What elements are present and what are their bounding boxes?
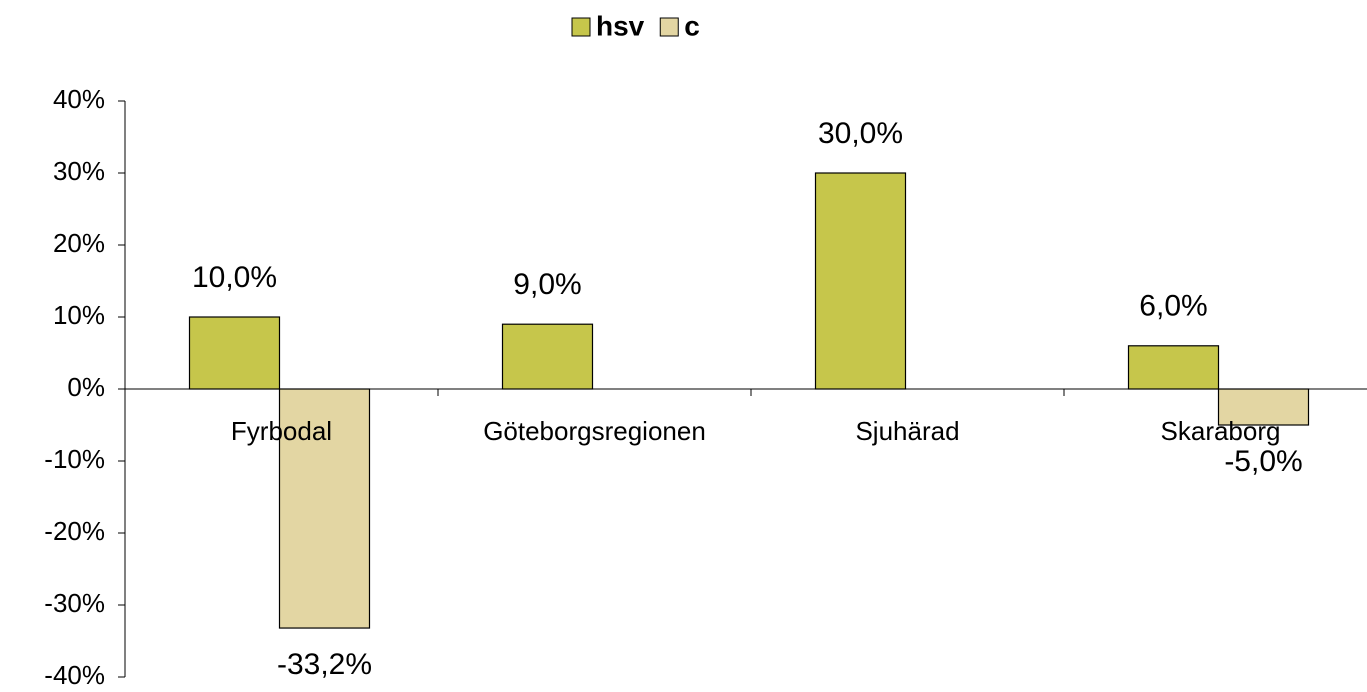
x-tick-label: Sjuhärad bbox=[855, 416, 959, 446]
y-tick-label: -10% bbox=[44, 444, 105, 474]
x-tick-label: Skaraborg bbox=[1161, 416, 1281, 446]
data-label: 9,0% bbox=[513, 268, 581, 301]
x-tick-label: Göteborgsregionen bbox=[483, 416, 706, 446]
legend-swatch bbox=[571, 17, 591, 37]
legend-label: c bbox=[684, 10, 700, 41]
data-label: -33,2% bbox=[277, 648, 372, 681]
bar bbox=[814, 172, 907, 390]
x-tick-label: Fyrbodal bbox=[231, 416, 332, 446]
y-tick-label: 30% bbox=[53, 156, 105, 186]
legend-swatch bbox=[659, 17, 679, 37]
y-tick-label: -40% bbox=[44, 660, 105, 690]
y-tick-label: 10% bbox=[53, 300, 105, 330]
data-label: 30,0% bbox=[818, 117, 903, 150]
bar bbox=[501, 323, 594, 390]
y-tick-label: 40% bbox=[53, 84, 105, 114]
data-label: -5,0% bbox=[1224, 445, 1302, 478]
y-tick-label: -20% bbox=[44, 516, 105, 546]
y-tick-label: 0% bbox=[67, 372, 105, 402]
bar bbox=[1127, 345, 1220, 390]
y-tick-label: 20% bbox=[53, 228, 105, 258]
data-label: 10,0% bbox=[192, 261, 277, 294]
bar bbox=[188, 316, 281, 390]
data-label: 6,0% bbox=[1139, 290, 1207, 323]
y-tick-label: -30% bbox=[44, 588, 105, 618]
legend-label: hsv bbox=[596, 10, 645, 41]
